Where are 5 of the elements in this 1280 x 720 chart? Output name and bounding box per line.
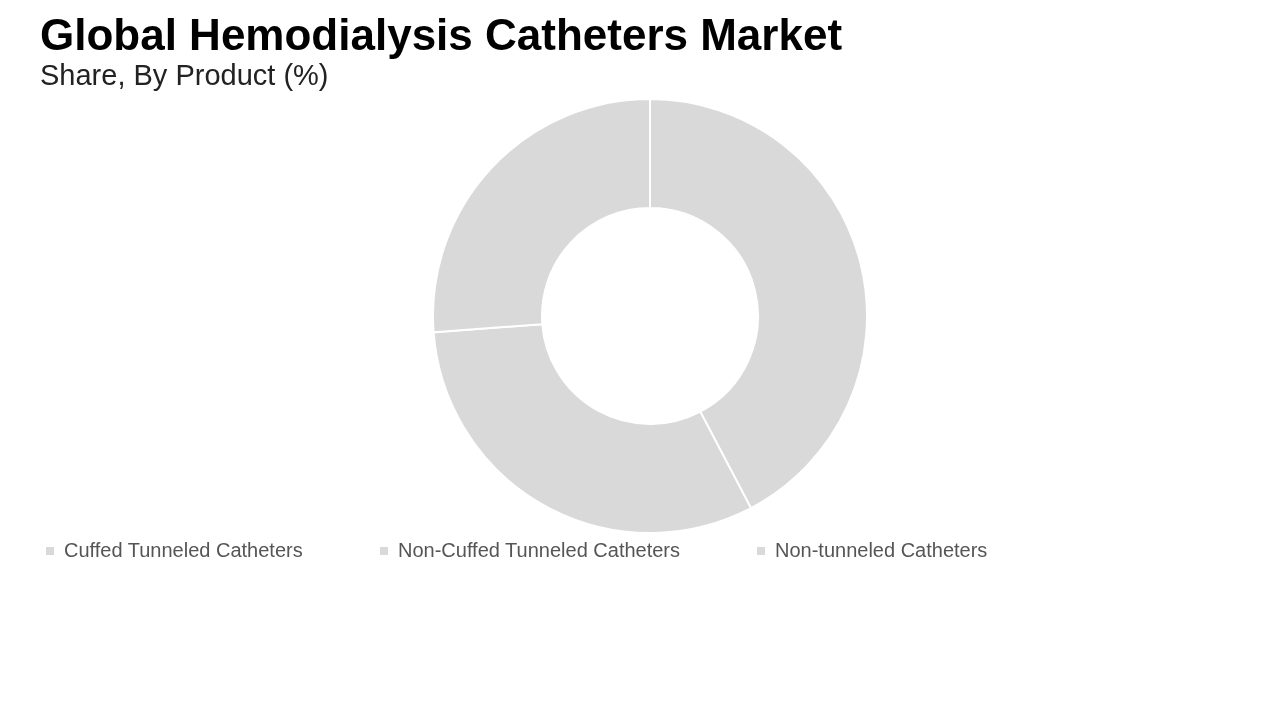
chart-title: Global Hemodialysis Catheters Market: [40, 10, 843, 59]
legend-label: Non-tunneled Catheters: [775, 539, 988, 561]
chart-subtitle: Share, By Product (%): [40, 59, 329, 91]
legend-label: Non-Cuffed Tunneled Catheters: [398, 539, 681, 561]
legend-label: Cuffed Tunneled Catheters: [64, 539, 303, 561]
